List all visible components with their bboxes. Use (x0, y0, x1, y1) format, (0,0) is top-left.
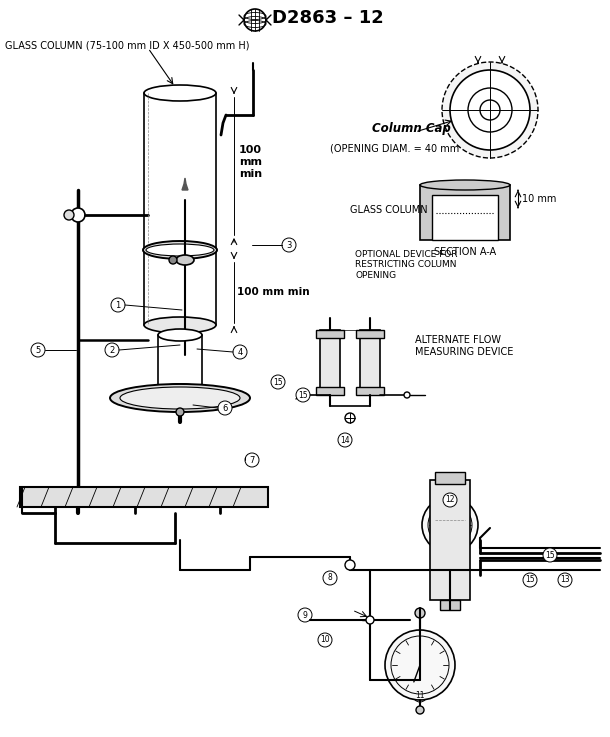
Text: Column Cap: Column Cap (372, 122, 451, 134)
Circle shape (450, 70, 530, 150)
Circle shape (218, 401, 232, 415)
Text: 6: 6 (222, 403, 228, 413)
Circle shape (171, 385, 173, 388)
Text: D2863 – 12: D2863 – 12 (272, 9, 384, 27)
Ellipse shape (144, 317, 216, 333)
Circle shape (181, 385, 183, 388)
Circle shape (543, 548, 557, 562)
Text: (OPENING DIAM. = 40 mm: (OPENING DIAM. = 40 mm (330, 143, 459, 153)
Circle shape (422, 497, 478, 553)
Circle shape (166, 385, 168, 388)
Text: 15: 15 (525, 576, 535, 584)
Circle shape (176, 385, 178, 388)
Circle shape (385, 630, 455, 700)
Circle shape (413, 688, 427, 702)
Circle shape (282, 238, 296, 252)
Text: 3: 3 (286, 240, 292, 250)
Bar (432, 195, 498, 240)
Text: 100
mm
min: 100 mm min (239, 145, 262, 178)
Bar (356, 330, 384, 338)
Circle shape (480, 100, 500, 120)
Circle shape (191, 385, 193, 388)
Circle shape (169, 256, 177, 264)
Text: 4: 4 (237, 348, 243, 357)
Bar (360, 330, 380, 395)
Text: 9: 9 (303, 610, 307, 620)
Circle shape (105, 343, 119, 357)
Ellipse shape (146, 244, 214, 256)
Circle shape (196, 385, 198, 388)
Bar (20, 487, 268, 507)
Ellipse shape (420, 180, 510, 190)
Circle shape (271, 375, 285, 389)
Text: 13: 13 (560, 576, 570, 584)
Circle shape (338, 433, 352, 447)
Ellipse shape (176, 255, 194, 265)
Text: 11: 11 (415, 691, 425, 699)
Text: SECTION A-A: SECTION A-A (434, 247, 496, 257)
Text: 5: 5 (35, 346, 41, 354)
Text: 15: 15 (545, 551, 555, 559)
Text: 1: 1 (115, 301, 121, 310)
Text: GLASS COLUMN: GLASS COLUMN (350, 205, 428, 215)
Text: 8: 8 (328, 573, 332, 582)
Circle shape (366, 616, 374, 624)
Circle shape (186, 385, 188, 388)
Text: 10 mm: 10 mm (522, 194, 556, 204)
Text: ALTERNATE FLOW
MEASURING DEVICE: ALTERNATE FLOW MEASURING DEVICE (415, 335, 514, 357)
Circle shape (161, 385, 163, 388)
Circle shape (31, 343, 45, 357)
Text: 14: 14 (340, 436, 350, 444)
Circle shape (558, 573, 572, 587)
Ellipse shape (158, 384, 202, 396)
Circle shape (345, 413, 355, 423)
Ellipse shape (110, 384, 250, 412)
Text: 15: 15 (273, 377, 283, 386)
Circle shape (443, 493, 457, 507)
Ellipse shape (143, 241, 217, 259)
Circle shape (296, 388, 310, 402)
Text: GLASS COLUMN (75-100 mm ID X 450-500 mm H): GLASS COLUMN (75-100 mm ID X 450-500 mm … (5, 40, 249, 50)
Bar (316, 387, 344, 395)
Ellipse shape (158, 329, 202, 341)
Circle shape (523, 573, 537, 587)
Bar (440, 600, 460, 610)
Bar (320, 330, 340, 395)
Text: 2: 2 (109, 346, 115, 354)
Text: 15: 15 (298, 391, 308, 399)
Ellipse shape (67, 497, 89, 503)
Ellipse shape (144, 85, 216, 101)
Circle shape (111, 298, 125, 312)
Circle shape (298, 608, 312, 622)
Bar (430, 480, 470, 600)
Circle shape (415, 608, 425, 618)
Circle shape (64, 210, 74, 220)
Circle shape (323, 571, 337, 585)
Text: 10: 10 (320, 635, 330, 644)
Circle shape (442, 62, 538, 158)
Text: 12: 12 (445, 495, 454, 505)
Circle shape (416, 706, 424, 714)
Circle shape (345, 560, 355, 570)
Bar (356, 387, 384, 395)
Bar (420, 185, 510, 240)
Text: 100 mm min: 100 mm min (237, 287, 310, 297)
Circle shape (404, 392, 410, 398)
Ellipse shape (120, 387, 240, 409)
Text: OPTIONAL DEVICE FOR
RESTRICTING COLUMN
OPENING: OPTIONAL DEVICE FOR RESTRICTING COLUMN O… (355, 250, 458, 280)
Circle shape (176, 408, 184, 416)
Circle shape (318, 633, 332, 647)
Bar (435, 472, 465, 484)
Text: 7: 7 (249, 455, 255, 464)
Bar (316, 330, 344, 338)
Circle shape (233, 345, 247, 359)
Polygon shape (182, 178, 188, 190)
Circle shape (245, 453, 259, 467)
Circle shape (71, 208, 85, 222)
